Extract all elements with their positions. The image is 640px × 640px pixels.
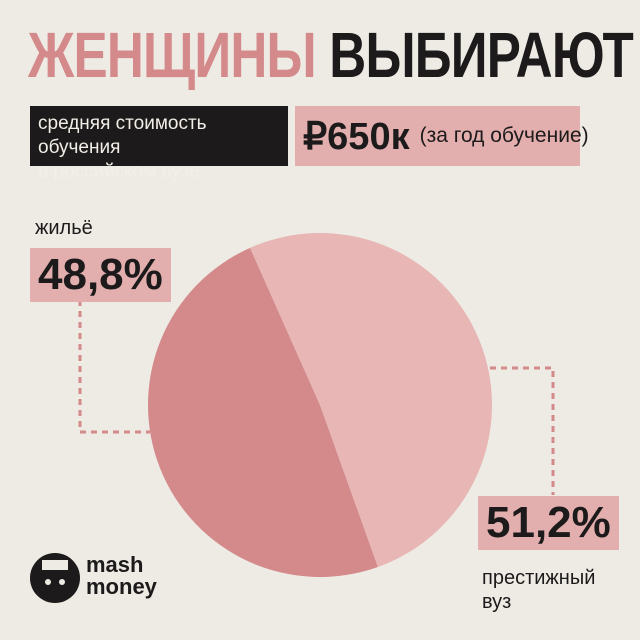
pie (147, 233, 492, 578)
title-highlight: ЖЕНЩИНЫ (28, 19, 317, 91)
chart-title: ЖЕНЩИНЫ ВЫБИРАЮТ (28, 18, 634, 92)
pie-slice (147, 247, 378, 578)
category-label: престижный вуз (482, 567, 596, 613)
pie-slice (250, 233, 492, 567)
value-label: 51,2% (478, 496, 619, 550)
title-rest: ВЫБИРАЮТ (329, 19, 634, 91)
category-label: жильё (35, 217, 93, 239)
value-label: 48,8% (30, 248, 171, 302)
subtitle: средняя стоимость обучения (38, 113, 207, 158)
brand-word: money (86, 574, 157, 599)
price-box: ₽650к (за год обучение) (295, 106, 589, 166)
price: ₽650к (303, 115, 410, 158)
logo-hat (42, 560, 68, 570)
connector (490, 366, 555, 495)
brand: mash money (86, 554, 157, 598)
brand-word: mash (86, 552, 144, 577)
subtitle: в российском вузе (38, 161, 200, 182)
price-note: (за год обучение) (419, 124, 589, 147)
logo-eye (59, 579, 65, 585)
logo-eye (45, 579, 51, 585)
subtitle-box: средняя стоимость обучения в российском … (30, 106, 288, 182)
connector (78, 300, 150, 434)
